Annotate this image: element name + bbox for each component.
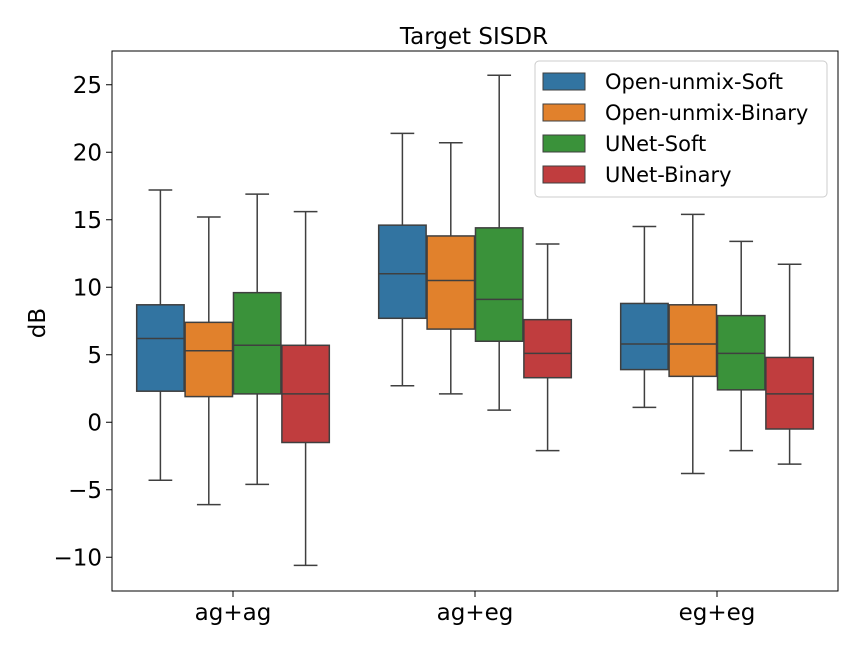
y-tick-label: 20 (73, 140, 102, 166)
box-iqr (184, 321, 234, 398)
plot-area-frame (111, 50, 839, 592)
legend-box (534, 60, 828, 198)
x-tick-label: ag+eg (437, 600, 514, 626)
legend-label: UNet-Soft (605, 132, 706, 156)
x-tick-label: eg+eg (679, 600, 756, 626)
box-iqr (474, 227, 524, 343)
box-iqr (232, 291, 282, 395)
box-group (474, 74, 524, 411)
y-tick-label: −5 (68, 478, 102, 504)
legend-label: Open-unmix-Binary (605, 101, 808, 125)
y-tick-label: 15 (73, 208, 102, 234)
box-iqr (523, 318, 573, 379)
legend-swatch (542, 72, 586, 91)
box-iqr (135, 304, 185, 392)
y-tick-label: 5 (87, 343, 102, 369)
x-tick-label: ag+ag (195, 600, 272, 626)
legend-swatch (542, 165, 586, 184)
box-group (668, 213, 718, 475)
legend: Open-unmix-Soft Open-unmix-Binary UNet-Sof… (534, 60, 828, 198)
legend-swatch (542, 134, 586, 153)
box-group (135, 189, 185, 482)
box-iqr (377, 224, 427, 320)
y-tick-label: 0 (87, 410, 102, 436)
box-iqr (619, 302, 669, 371)
legend-swatch (542, 103, 586, 122)
box-plot-series (135, 74, 815, 567)
y-axis-label: dB (25, 308, 51, 338)
box-group (619, 225, 669, 409)
box-group (184, 216, 234, 506)
x-axis-ticks: ag+ag ag+eg eg+eg (195, 591, 756, 626)
box-group (716, 240, 766, 452)
y-tick-label: 25 (73, 73, 102, 99)
legend-label: Open-unmix-Soft (605, 70, 783, 94)
chart-title: Target SISDR (399, 24, 548, 50)
box-group (281, 210, 331, 567)
y-tick-label: −10 (53, 545, 102, 571)
box-group (377, 132, 427, 387)
box-group (426, 142, 476, 395)
box-group (523, 243, 573, 452)
y-tick-label: 10 (73, 275, 102, 301)
box-group (765, 263, 815, 465)
box-iqr (426, 235, 476, 330)
y-axis-ticks: −10 −5 0 5 10 15 20 25 (53, 73, 112, 571)
box-iqr (668, 304, 718, 378)
legend-label: UNet-Binary (605, 163, 732, 187)
box-group (232, 193, 282, 486)
